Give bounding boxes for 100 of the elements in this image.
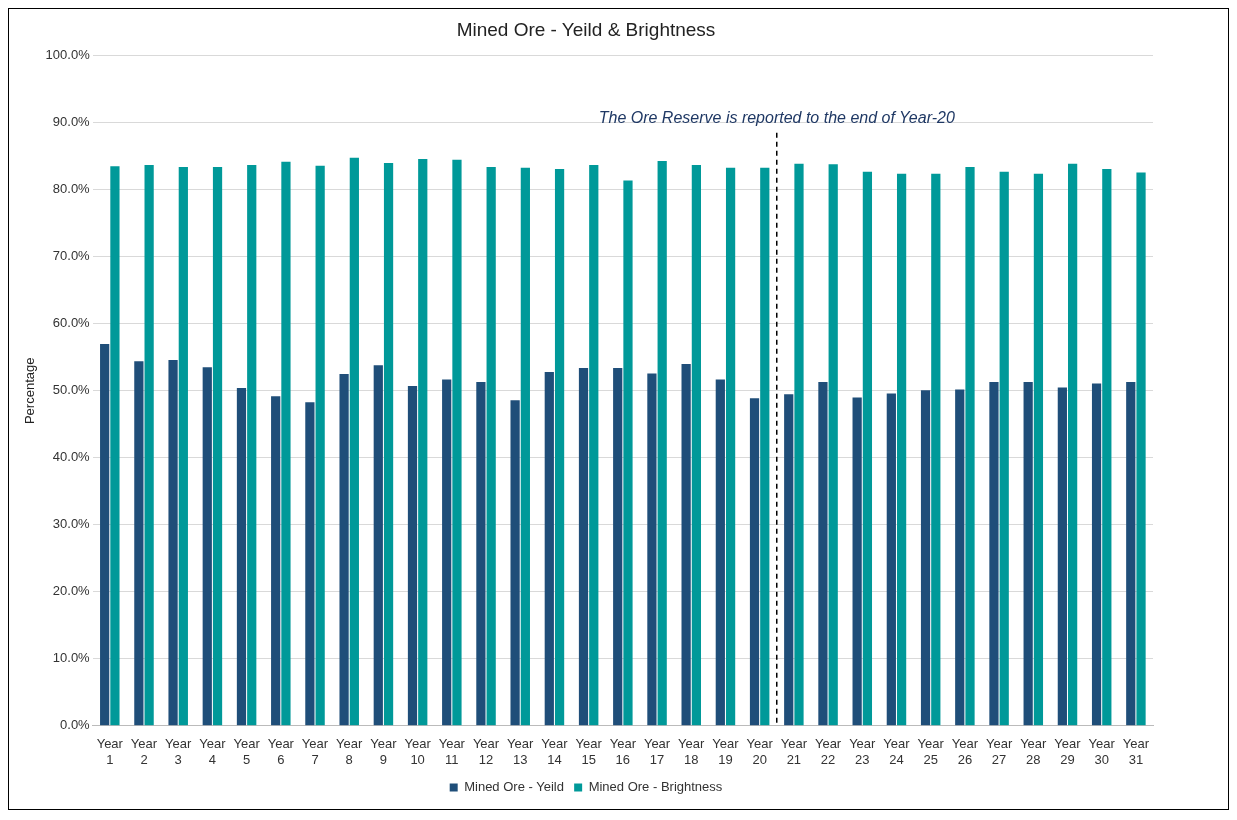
bar bbox=[657, 160, 667, 726]
x-tick-label: Year 27 bbox=[985, 736, 1013, 767]
chart-title: Mined Ore - Yeild & Brightness bbox=[456, 18, 716, 40]
y-tick-label: 50.0% bbox=[52, 382, 91, 398]
x-tick-label: Year 26 bbox=[951, 736, 979, 767]
x-tick-label: Year 3 bbox=[165, 736, 192, 767]
bar bbox=[486, 167, 496, 726]
bar bbox=[1057, 387, 1067, 726]
bar bbox=[1068, 163, 1078, 726]
bar bbox=[1102, 169, 1112, 726]
x-tick-label: Year 17 bbox=[643, 736, 671, 767]
x-tick-label: Year 7 bbox=[301, 736, 329, 767]
x-tick-label: Year 31 bbox=[1122, 736, 1150, 767]
x-tick-label: Year 18 bbox=[678, 736, 706, 767]
ref-line-label: The Ore Reserve is reported to the end of Year-20 bbox=[598, 109, 955, 127]
bar bbox=[715, 379, 725, 726]
bar bbox=[452, 159, 462, 726]
bar bbox=[999, 171, 1009, 726]
bar bbox=[691, 165, 701, 726]
bar bbox=[931, 173, 941, 726]
bar bbox=[623, 180, 633, 726]
bar bbox=[1033, 173, 1044, 726]
x-tick-label: Year 4 bbox=[199, 736, 227, 767]
bar bbox=[144, 165, 154, 726]
bar bbox=[578, 368, 589, 726]
bar bbox=[236, 388, 247, 726]
bar bbox=[1126, 382, 1136, 726]
y-tick-label: 10.0% bbox=[52, 650, 91, 666]
bar bbox=[852, 397, 862, 726]
y-tick-label: 30.0% bbox=[52, 516, 91, 532]
x-tick-label: Year 1 bbox=[96, 736, 124, 767]
y-tick-label: 40.0% bbox=[52, 449, 91, 465]
x-tick-label: Year 16 bbox=[609, 736, 637, 767]
bar bbox=[589, 165, 599, 726]
y-tick-label: 80.0% bbox=[52, 181, 91, 197]
bar bbox=[647, 373, 657, 726]
x-tick-label: Year 10 bbox=[404, 736, 432, 767]
bar bbox=[725, 167, 736, 726]
bar bbox=[896, 173, 907, 726]
y-tick-label: 100.0% bbox=[45, 47, 91, 63]
x-tick-label: Year 19 bbox=[712, 736, 740, 767]
y-tick-label: 60.0% bbox=[52, 315, 91, 331]
bar bbox=[247, 165, 257, 726]
x-tick-label: Year 12 bbox=[472, 736, 500, 767]
x-tick-label: Year 25 bbox=[917, 736, 945, 767]
x-tick-label: Year 2 bbox=[130, 736, 158, 767]
bar bbox=[862, 171, 873, 726]
bar bbox=[510, 400, 520, 726]
y-tick-label: 20.0% bbox=[52, 583, 91, 599]
bar bbox=[281, 161, 291, 726]
x-tick-label: Year 15 bbox=[575, 736, 603, 767]
bar bbox=[110, 166, 120, 726]
y-tick-label: 70.0% bbox=[52, 248, 91, 264]
x-tick-label: Year 28 bbox=[1020, 736, 1048, 767]
bar bbox=[749, 398, 760, 726]
x-tick-label: Year 23 bbox=[849, 736, 877, 767]
y-tick-label: 90.0% bbox=[52, 114, 91, 130]
bar bbox=[418, 158, 428, 726]
bar bbox=[315, 165, 325, 726]
bar bbox=[134, 361, 144, 726]
bar bbox=[1136, 172, 1146, 726]
bar bbox=[784, 394, 794, 726]
bar bbox=[212, 167, 223, 726]
legend-label: Mined Ore - Yeild bbox=[464, 779, 564, 795]
x-tick-label: Year 29 bbox=[1054, 736, 1082, 767]
x-tick-label: Year 14 bbox=[541, 736, 569, 767]
bar bbox=[339, 374, 349, 726]
bar bbox=[178, 167, 188, 726]
bar bbox=[554, 169, 565, 726]
bar bbox=[818, 382, 828, 726]
bar bbox=[349, 157, 359, 726]
x-tick-label: Year 30 bbox=[1088, 736, 1116, 767]
bar bbox=[955, 389, 965, 726]
bar bbox=[271, 396, 281, 726]
bar bbox=[476, 382, 486, 726]
bar bbox=[886, 393, 896, 726]
bar bbox=[1023, 382, 1033, 726]
y-axis-title: Percentage bbox=[22, 357, 38, 425]
bar bbox=[1091, 383, 1102, 726]
bar bbox=[305, 402, 315, 726]
bar bbox=[100, 343, 110, 726]
x-tick-label: Year 5 bbox=[233, 736, 261, 767]
bar bbox=[442, 379, 452, 726]
bar bbox=[383, 163, 394, 726]
legend-label: Mined Ore - Brightness bbox=[588, 779, 723, 795]
x-tick-label: Year 11 bbox=[438, 736, 466, 767]
bar bbox=[544, 372, 554, 726]
x-tick-label: Year 6 bbox=[267, 736, 295, 767]
x-tick-label: Year 24 bbox=[883, 736, 911, 767]
x-tick-label: Year 22 bbox=[814, 736, 842, 767]
bar bbox=[760, 167, 770, 726]
bar bbox=[920, 390, 931, 726]
x-tick-label: Year 8 bbox=[336, 736, 364, 767]
bar bbox=[794, 163, 804, 726]
x-tick-label: Year 21 bbox=[780, 736, 808, 767]
bar bbox=[373, 365, 383, 726]
bar bbox=[520, 167, 530, 726]
bar bbox=[168, 359, 178, 726]
bar bbox=[828, 164, 838, 726]
bar bbox=[407, 386, 418, 726]
